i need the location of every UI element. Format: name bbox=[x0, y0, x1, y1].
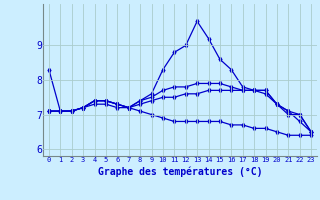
X-axis label: Graphe des températures (°C): Graphe des températures (°C) bbox=[98, 166, 262, 177]
